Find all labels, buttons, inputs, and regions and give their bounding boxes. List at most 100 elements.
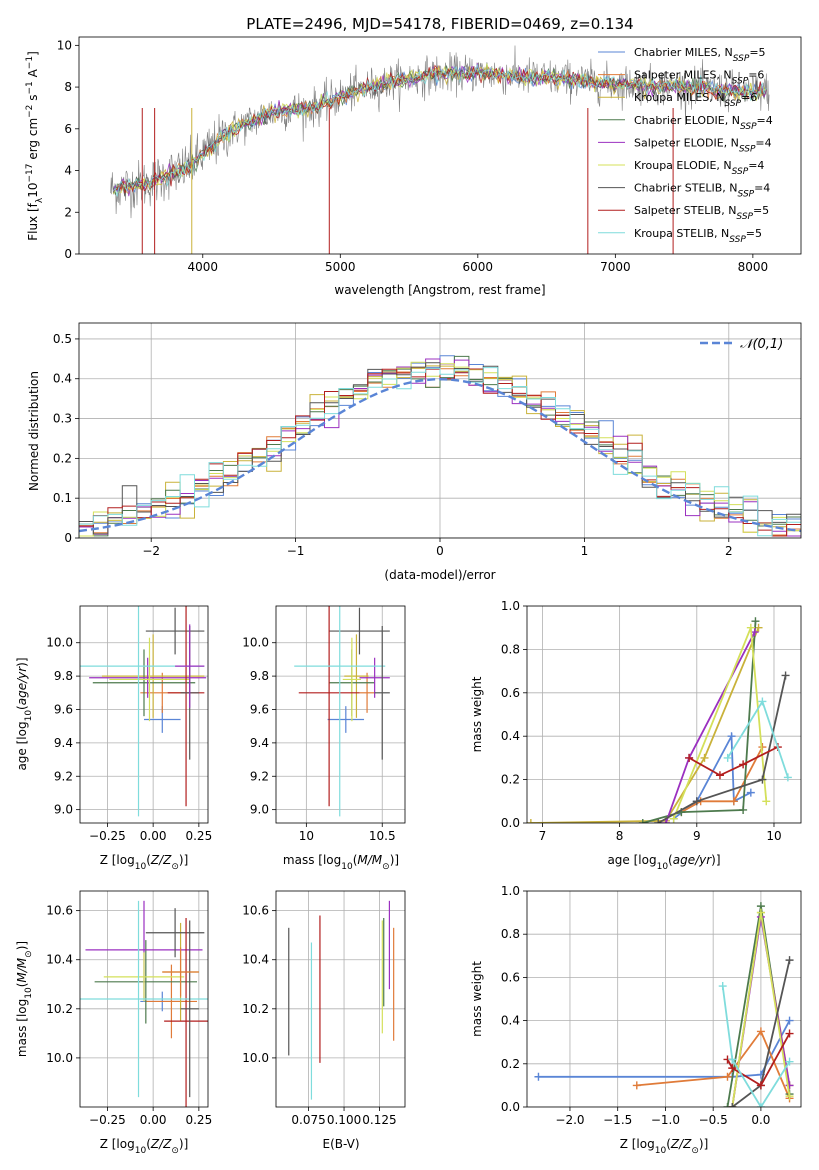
weight-marker bbox=[700, 753, 709, 762]
x-tick-label: 1 bbox=[581, 544, 589, 558]
label-part: SSP bbox=[724, 99, 741, 109]
weight-marker bbox=[785, 1092, 794, 1101]
label-part: =4 bbox=[748, 159, 764, 172]
x-tick-label: −1 bbox=[287, 544, 305, 558]
legend-entry: Kroupa ELODIE, NSSP=4 bbox=[634, 159, 764, 177]
plot-area bbox=[79, 323, 801, 538]
plot-area bbox=[80, 891, 208, 1107]
weight-marker bbox=[669, 814, 678, 823]
label-part: SSP bbox=[738, 190, 755, 200]
weight-line bbox=[657, 675, 787, 823]
weight-marker bbox=[729, 797, 738, 806]
y-tick-label: 0.2 bbox=[501, 1057, 520, 1071]
label-part: M/M bbox=[15, 957, 29, 982]
label-part: Chabrier STELIB, N bbox=[634, 182, 738, 195]
plot-area bbox=[527, 891, 801, 1107]
y-tick-label: 0.2 bbox=[501, 773, 520, 787]
label-part: =4 bbox=[755, 136, 771, 149]
label-part: age/yr bbox=[673, 853, 712, 867]
label-part: Salpeter STELIB, N bbox=[634, 204, 736, 217]
label-part: ( bbox=[146, 1137, 151, 1151]
y-tick-label: 0.8 bbox=[501, 927, 520, 941]
y-tick-label: 0.0 bbox=[501, 816, 520, 830]
legend-entry: Salpeter MILES, NSSP=6 bbox=[634, 69, 764, 87]
x-tick-label: 8000 bbox=[738, 260, 769, 274]
label-part: M/M bbox=[357, 853, 382, 867]
x-tick-label: −1.0 bbox=[651, 1113, 680, 1127]
weight-marker bbox=[746, 788, 755, 797]
y-tick-label: 10.2 bbox=[46, 1002, 73, 1016]
label-part: =5 bbox=[753, 204, 769, 217]
x-tick-label: −0.25 bbox=[89, 829, 126, 843]
x-tick-label: 0 bbox=[436, 544, 444, 558]
label-part: erg cm bbox=[26, 118, 40, 164]
label-part: 10 bbox=[135, 1146, 147, 1156]
label-part: Z [log bbox=[100, 1137, 135, 1151]
label-part: Z/Z bbox=[150, 853, 172, 867]
weight-marker bbox=[728, 1064, 737, 1073]
weight-marker bbox=[785, 1081, 794, 1090]
label-part: =5 bbox=[749, 46, 765, 59]
axes-age_vs_Z: −0.25 0.00 0.259.09.29.49.69.810.0Z [log10… bbox=[15, 605, 212, 872]
weight-marker bbox=[756, 1081, 765, 1090]
x-axis-label: (data-model)/error bbox=[384, 568, 495, 582]
label-part: Z [log bbox=[620, 1137, 655, 1151]
axes-frame bbox=[78, 36, 802, 255]
label-part: SSP bbox=[732, 167, 749, 177]
y-tick-label: 1.0 bbox=[501, 599, 520, 613]
label-part: SSP bbox=[740, 122, 757, 132]
label-part: ⊙ bbox=[382, 862, 390, 872]
x-tick-label: 0.100 bbox=[327, 1113, 361, 1127]
axes-residuals: −2 −1 0 1 2 0 0.1 0.2 0.3 0.4 0.5 (data-model)/erro… bbox=[27, 322, 802, 582]
y-tick-label: 0.6 bbox=[501, 686, 520, 700]
axes-frame bbox=[79, 890, 209, 1108]
x-tick-label: 2 bbox=[725, 544, 733, 558]
figure-title: PLATE=2496, MJD=54178, FIBERID=0469, z=0… bbox=[246, 15, 633, 33]
label-part: 10 bbox=[26, 183, 40, 198]
x-axis-label: Z [log10(Z/Z⊙)] bbox=[100, 853, 189, 872]
x-tick-label: 0.25 bbox=[185, 829, 212, 843]
x-tick-label: −1.5 bbox=[603, 1113, 632, 1127]
y-tick-label: 10.2 bbox=[242, 1002, 269, 1016]
plot-area bbox=[276, 891, 405, 1107]
label-part: ⊙ bbox=[691, 1146, 699, 1156]
label-part: ⊙ bbox=[171, 862, 179, 872]
label-part: λ bbox=[35, 197, 45, 203]
y-tick-label: 2 bbox=[64, 205, 72, 219]
weight-marker bbox=[534, 1072, 543, 1081]
x-axis-label: E(B-V) bbox=[322, 1137, 359, 1151]
y-axis-label: Flux [fλ10−17 erg cm−2 s−1 A−1] bbox=[25, 51, 45, 241]
x-tick-label: −0.5 bbox=[699, 1113, 728, 1127]
y-axis-label: mass [log10(M/M⊙)] bbox=[15, 941, 34, 1057]
label-part: Z [log bbox=[100, 853, 135, 867]
x-tick-label: 5000 bbox=[325, 260, 356, 274]
weight-line bbox=[726, 1033, 791, 1087]
weight-marker bbox=[692, 797, 701, 806]
weight-marker bbox=[756, 908, 765, 917]
weight-marker bbox=[756, 1027, 765, 1036]
y-tick-label: 10 bbox=[57, 38, 72, 52]
x-tick-label: 0.00 bbox=[140, 829, 167, 843]
y-axis-label: Normed distribution bbox=[27, 371, 41, 491]
y-tick-label: 0 bbox=[64, 531, 72, 545]
y-tick-label: 0.4 bbox=[501, 1014, 520, 1028]
y-tick-label: 9.2 bbox=[54, 769, 73, 783]
y-tick-label: 0.5 bbox=[53, 332, 72, 346]
axes-frame bbox=[78, 322, 802, 539]
y-tick-label: 10.4 bbox=[242, 953, 269, 967]
plot-area bbox=[80, 606, 208, 823]
legend-entry: Chabrier MILES, NSSP=5 bbox=[634, 46, 766, 64]
label-part: mass [log bbox=[283, 853, 341, 867]
y-tick-label: 0.4 bbox=[501, 729, 520, 743]
y-tick-label: 9.4 bbox=[54, 736, 73, 750]
weight-line bbox=[688, 746, 779, 777]
weight-line bbox=[538, 1020, 791, 1078]
label-part: age/yr bbox=[15, 666, 29, 705]
y-tick-label: 10.0 bbox=[242, 1051, 269, 1065]
weight-marker bbox=[739, 760, 748, 769]
label-part: ( bbox=[668, 853, 673, 867]
label-part: Z/Z bbox=[150, 1137, 172, 1151]
label-part: Z/Z bbox=[670, 1137, 692, 1151]
y-tick-label: 9.4 bbox=[250, 736, 269, 750]
weight-marker bbox=[661, 819, 670, 823]
